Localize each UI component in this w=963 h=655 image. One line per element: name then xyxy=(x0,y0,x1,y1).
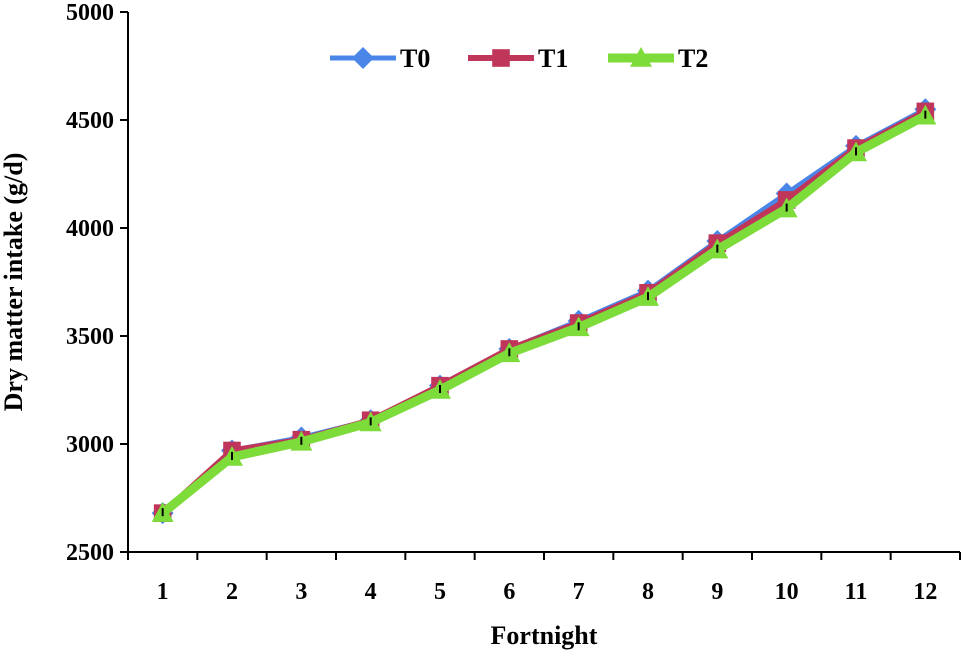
series-line xyxy=(159,111,928,517)
y-tick-label: 2500 xyxy=(66,540,114,566)
legend: T0 T1 T2 xyxy=(330,44,708,73)
y-ticks: 2500 3000 3500 4000 4500 5000 xyxy=(66,0,128,566)
x-tick-label: 9 xyxy=(711,579,723,605)
axes xyxy=(127,12,960,553)
x-tick-label: 11 xyxy=(845,579,868,605)
x-tick-label: 2 xyxy=(226,579,238,605)
y-tick-label: 4000 xyxy=(66,216,114,242)
series-T2 xyxy=(151,104,937,522)
series-layer xyxy=(151,98,937,525)
x-tick-label: 12 xyxy=(913,579,937,605)
legend-label: T0 xyxy=(400,44,430,73)
y-tick-label: 3000 xyxy=(66,432,114,458)
series-line xyxy=(160,106,927,515)
x-tick-label: 4 xyxy=(365,579,377,605)
error-bars xyxy=(161,110,927,517)
y-axis-title: Dry matter intake (g/d) xyxy=(0,153,28,412)
x-tick-label: 3 xyxy=(295,579,307,605)
x-tick-label: 1 xyxy=(157,579,169,605)
x-tick-label: 6 xyxy=(503,579,515,605)
x-tick-label: 7 xyxy=(573,579,585,605)
x-axis-title: Fortnight xyxy=(491,621,598,650)
y-tick-label: 3500 xyxy=(66,324,114,350)
legend-label: T1 xyxy=(538,44,568,73)
legend-item-T1: T1 xyxy=(468,44,568,73)
legend-item-T2: T2 xyxy=(608,44,708,73)
legend-item-T0: T0 xyxy=(330,44,430,73)
series-T0 xyxy=(151,98,937,525)
x-tick-label: 5 xyxy=(434,579,446,605)
legend-label: T2 xyxy=(678,44,708,73)
legend-marker xyxy=(630,47,652,67)
x-tick-label: 10 xyxy=(775,579,799,605)
x-ticks: 1 2 3 4 5 6 7 8 9 10 11 12 xyxy=(127,552,961,605)
y-tick-label: 5000 xyxy=(66,0,114,26)
legend-marker xyxy=(492,49,510,67)
y-tick-label: 4500 xyxy=(66,108,114,134)
x-tick-label: 8 xyxy=(642,579,654,605)
series-line xyxy=(160,108,927,516)
legend-marker xyxy=(352,47,374,69)
series-T1 xyxy=(153,102,935,522)
